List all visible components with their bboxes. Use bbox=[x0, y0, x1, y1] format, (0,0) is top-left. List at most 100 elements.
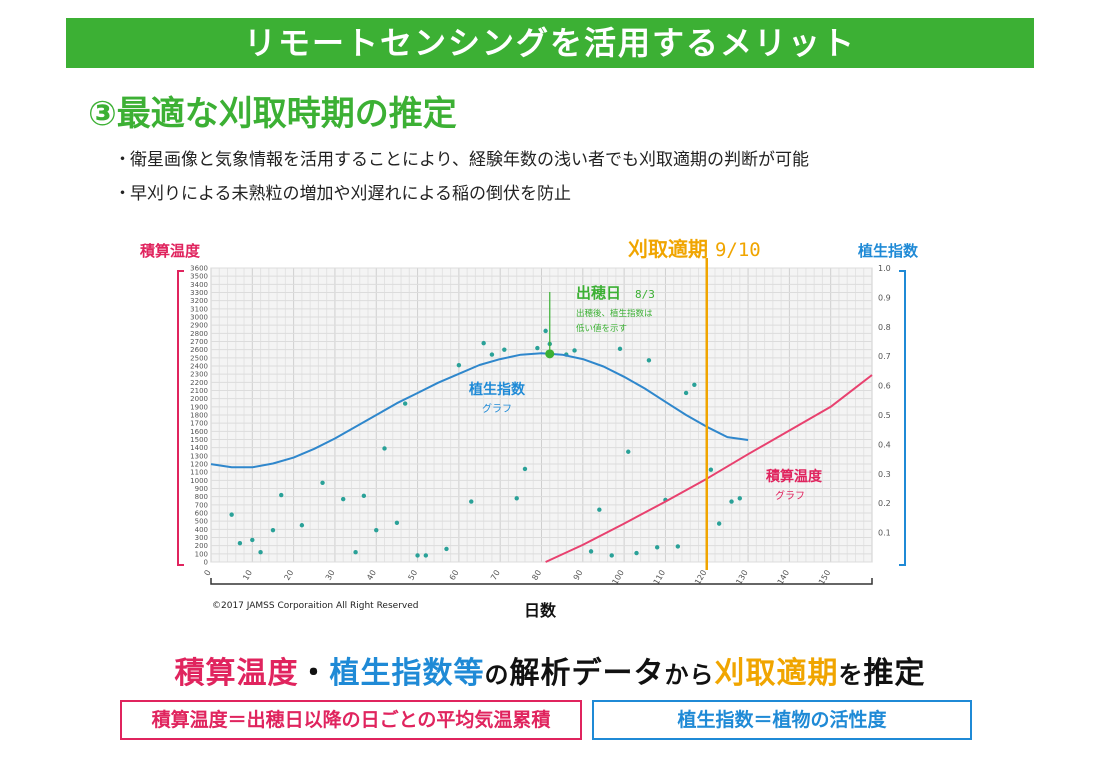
scatter-point bbox=[489, 352, 495, 357]
y-tick-label-left: 300 bbox=[195, 534, 208, 542]
summary-particle-wo: を bbox=[838, 661, 864, 689]
harvest-window-label: 刈取適期 9/10 bbox=[628, 233, 761, 262]
scatter-point bbox=[617, 346, 623, 352]
y-tick-label-left: 3600 bbox=[190, 265, 208, 273]
scatter-point bbox=[514, 496, 519, 501]
scatter-point bbox=[382, 446, 387, 451]
x-tick-label: 90 bbox=[572, 569, 585, 582]
scatter-point bbox=[654, 545, 660, 550]
ndvi-graph-sublabel: グラフ bbox=[482, 402, 512, 415]
y-tick-label-right: 0.2 bbox=[878, 499, 891, 508]
y-tick-label-right: 0.5 bbox=[878, 411, 891, 420]
scatter-point bbox=[299, 523, 305, 528]
y-tick-label-left: 1100 bbox=[190, 469, 208, 477]
heading-date-label: 出穂日 bbox=[576, 284, 621, 302]
x-tick-label: 20 bbox=[282, 569, 295, 582]
heading-note-line-2: 低い値を示す bbox=[576, 323, 627, 334]
summary-ndvi: 植生指数等 bbox=[329, 656, 485, 691]
y-tick-label-left: 2800 bbox=[190, 330, 208, 338]
y-tick-label-left: 3300 bbox=[190, 289, 208, 297]
scatter-point bbox=[708, 467, 714, 472]
y-tick-label-right: 0.9 bbox=[878, 293, 891, 302]
y-tick-label-right: 0.4 bbox=[878, 440, 891, 449]
y-tick-label-left: 100 bbox=[195, 550, 208, 558]
bullet-item: ・早刈りによる未熟粒の増加や刈遅れによる稲の倒伏を防止 bbox=[114, 182, 809, 216]
y-tick-label-left: 3000 bbox=[190, 314, 208, 322]
y-tick-label-left: 2000 bbox=[190, 395, 208, 403]
scatter-point bbox=[522, 466, 528, 472]
y-tick-label-left: 1400 bbox=[190, 444, 208, 452]
gdd-definition-box: 積算温度＝出穂日以降の日ごとの平均気温累積 bbox=[120, 700, 582, 740]
x-tick-label: 60 bbox=[448, 569, 461, 582]
heading-date-value: 8/3 bbox=[635, 288, 655, 301]
bullet-marker: ・ bbox=[114, 184, 131, 204]
y-tick-label-left: 1900 bbox=[190, 403, 208, 411]
y-tick-label-left: 2700 bbox=[190, 338, 208, 346]
scatter-point bbox=[481, 340, 486, 346]
section-title: ③最適な刈取時期の推定 bbox=[88, 94, 457, 134]
scatter-point bbox=[572, 348, 577, 353]
y-tick-label-left: 700 bbox=[195, 501, 208, 509]
scatter-point bbox=[675, 544, 681, 549]
scatter-point bbox=[444, 546, 449, 552]
scatter-point bbox=[543, 328, 548, 334]
summary-gdd: 積算温度 bbox=[174, 656, 299, 691]
y-tick-label-left: 1800 bbox=[190, 412, 208, 420]
y-tick-label-left: 1000 bbox=[190, 477, 208, 485]
harvest-date: 9/10 bbox=[714, 239, 761, 261]
right-axis-bracket bbox=[899, 270, 906, 566]
y-tick-label-left: 2600 bbox=[190, 346, 208, 354]
y-tick-label-left: 2300 bbox=[190, 371, 208, 379]
x-tick-label: 40 bbox=[365, 569, 378, 582]
scatter-point bbox=[250, 537, 255, 543]
scatter-point bbox=[353, 550, 358, 555]
x-axis-bracket bbox=[210, 578, 873, 585]
harvest-label-text: 刈取適期 bbox=[628, 237, 708, 261]
scatter-point bbox=[692, 382, 697, 387]
scatter-point bbox=[374, 527, 379, 533]
scatter-point bbox=[597, 507, 602, 512]
copyright-text: ©2017 JAMSS Corporaition All Right Reser… bbox=[212, 601, 419, 611]
scatter-point bbox=[402, 401, 408, 406]
scatter-point bbox=[341, 496, 346, 502]
scatter-point bbox=[634, 550, 639, 556]
gdd-graph-label: 積算温度 bbox=[765, 468, 823, 485]
x-tick-label: 80 bbox=[530, 569, 543, 582]
gdd-graph-sublabel: グラフ bbox=[775, 489, 805, 502]
x-tick-label: 50 bbox=[406, 569, 419, 582]
scatter-point bbox=[716, 521, 722, 526]
chart-svg: 0100200300400500600700800900100011001200… bbox=[177, 258, 906, 586]
y-tick-label-left: 2500 bbox=[190, 354, 208, 362]
scatter-point bbox=[229, 512, 234, 517]
y-tick-label-left: 1200 bbox=[190, 461, 208, 469]
y-tick-label-left: 800 bbox=[195, 493, 208, 501]
bullet-marker: ・ bbox=[114, 150, 131, 170]
scatter-point bbox=[320, 480, 325, 485]
y-tick-label-left: 500 bbox=[195, 518, 208, 526]
scatter-point bbox=[535, 345, 540, 351]
x-tick-label: 10 bbox=[241, 569, 254, 582]
scatter-point bbox=[270, 527, 276, 533]
y-tick-label-left: 3400 bbox=[190, 281, 208, 289]
summary-harvest: 刈取適期 bbox=[714, 656, 839, 691]
scatter-point bbox=[737, 496, 742, 501]
y-tick-label-left: 3500 bbox=[190, 273, 208, 281]
y-tick-label-left: 400 bbox=[195, 526, 208, 534]
y-tick-label-left: 1500 bbox=[190, 436, 208, 444]
y-tick-label-right: 0.7 bbox=[878, 352, 891, 361]
y-tick-label-left: 1600 bbox=[190, 428, 208, 436]
y-tick-label-left: 2900 bbox=[190, 322, 208, 330]
y-tick-label-left: 1700 bbox=[190, 420, 208, 428]
heading-date-marker bbox=[545, 349, 555, 359]
scatter-point bbox=[729, 499, 734, 504]
bullet-item: ・衛星画像と気象情報を活用することにより、経験年数の浅い者でも刈取適期の判断が可… bbox=[114, 148, 809, 182]
x-tick-label: 30 bbox=[324, 569, 337, 582]
heading-note-line-1: 出穂後、植生指数は bbox=[576, 308, 653, 319]
scatter-point bbox=[502, 347, 507, 352]
ndvi-definition-box: 植生指数＝植物の活性度 bbox=[592, 700, 972, 740]
ndvi-series-line bbox=[210, 352, 749, 469]
scatter-point bbox=[588, 549, 594, 554]
y-tick-label-right: 1.0 bbox=[878, 264, 891, 273]
y-tick-label-left: 2200 bbox=[190, 379, 208, 387]
y-tick-label-left: 2400 bbox=[190, 363, 208, 371]
